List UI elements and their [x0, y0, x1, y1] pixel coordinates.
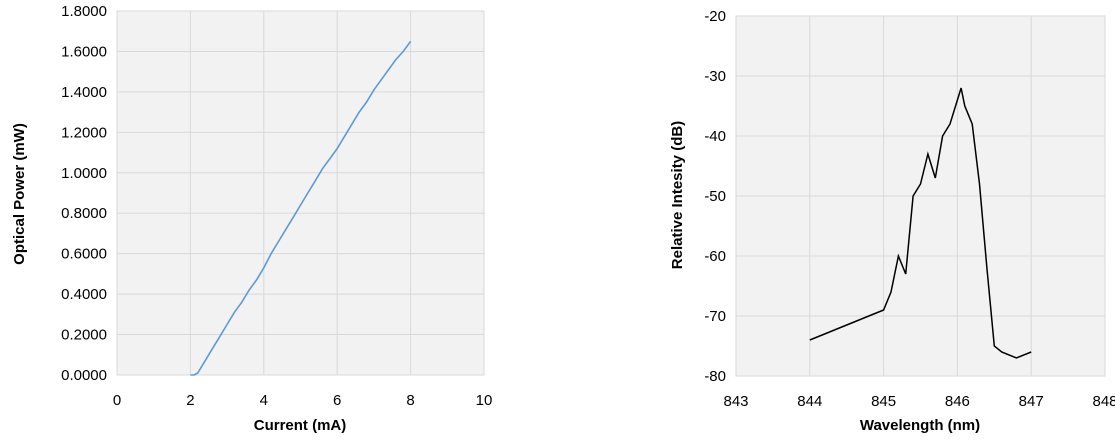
y-tick-label: 1.6000 — [61, 43, 107, 60]
y-tick-label: 1.4000 — [61, 84, 107, 101]
x-tick-label: 843 — [723, 393, 748, 410]
x-tick-label: 848 — [1092, 393, 1115, 410]
y-tick-labels: -80 -70 -60 -50 -40 -30 -20 — [704, 8, 726, 385]
series-line — [190, 40, 412, 376]
y-tick-label: -70 — [704, 308, 726, 325]
y-tick-label: 1.8000 — [61, 3, 107, 20]
x-tick-label: 846 — [945, 393, 970, 410]
y-tick-label: -80 — [704, 368, 726, 385]
y-tick-label: 1.0000 — [61, 165, 107, 182]
y-tick-label: 0.4000 — [61, 286, 107, 303]
optical-power-chart: 0 2 4 6 8 10 0.0000 0.2000 0.4000 0.6000 0.8000 1.… — [11, 3, 492, 434]
x-tick-label: 4 — [260, 392, 268, 409]
gridlines — [116, 10, 485, 376]
y-axis-title: Optical Power (mW) — [11, 123, 28, 265]
x-tick-label: 847 — [1019, 393, 1044, 410]
x-tick-labels: 0 2 4 6 8 10 — [113, 392, 493, 409]
series-line — [809, 87, 1032, 359]
plot-area — [116, 10, 485, 376]
y-tick-label: 1.2000 — [61, 124, 107, 141]
y-tick-label: 0.2000 — [61, 327, 107, 344]
y-tick-label: -40 — [704, 128, 726, 145]
x-tick-label: 2 — [186, 392, 194, 409]
x-axis-title: Current (mA) — [254, 417, 347, 434]
y-tick-label: 0.8000 — [61, 205, 107, 222]
y-tick-label: -50 — [704, 188, 726, 205]
gridlines — [735, 15, 1106, 377]
x-tick-label: 8 — [406, 392, 414, 409]
y-axis-title: Relative Intesity (dB) — [669, 121, 686, 269]
x-tick-labels: 843 844 845 846 847 848 — [723, 393, 1115, 410]
spectrum-chart: 843 844 845 846 847 848 -80 -70 -60 -50 -40 -30 -20… — [669, 8, 1115, 434]
x-tick-label: 10 — [476, 392, 493, 409]
y-tick-label: -20 — [704, 8, 726, 25]
x-tick-label: 844 — [797, 393, 822, 410]
y-tick-label: 0.6000 — [61, 246, 107, 263]
y-tick-label: -60 — [704, 248, 726, 265]
y-tick-label: 0.0000 — [61, 367, 107, 384]
x-axis-title: Wavelength (nm) — [860, 417, 980, 434]
y-tick-labels: 0.0000 0.2000 0.4000 0.6000 0.8000 1.0000 1.20… — [61, 3, 107, 384]
x-tick-label: 0 — [113, 392, 121, 409]
x-tick-label: 6 — [333, 392, 341, 409]
y-tick-label: -30 — [704, 68, 726, 85]
x-tick-label: 845 — [871, 393, 896, 410]
